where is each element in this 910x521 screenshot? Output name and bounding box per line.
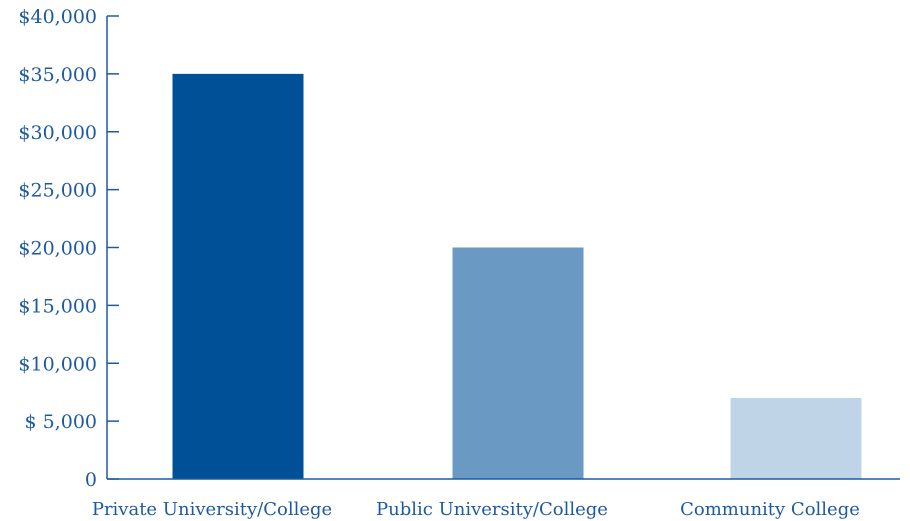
y-tick-label: $35,000 bbox=[18, 64, 97, 86]
y-tick-label: $20,000 bbox=[18, 238, 97, 260]
x-category-label: Private University/College bbox=[92, 499, 332, 520]
bar-2 bbox=[452, 247, 584, 479]
y-tick-label: $ 5,000 bbox=[24, 411, 97, 433]
y-tick-label: $10,000 bbox=[18, 353, 97, 375]
x-axis: Private University/College Public Univers… bbox=[92, 478, 900, 520]
y-tick-label: $15,000 bbox=[18, 295, 97, 317]
y-tick-label: 0 bbox=[85, 469, 97, 491]
x-category-label: Public University/College bbox=[376, 499, 608, 520]
bar-3 bbox=[730, 397, 862, 479]
y-tick-label: $30,000 bbox=[18, 122, 97, 144]
bar-1 bbox=[172, 73, 304, 479]
x-category-label: Community College bbox=[680, 499, 860, 520]
y-tick-label: $40,000 bbox=[18, 6, 97, 28]
bars bbox=[172, 73, 862, 479]
y-tick-label: $25,000 bbox=[18, 180, 97, 202]
y-axis: 0 $ 5,000 $10,000 $15,000 $20,000 $25,000 $30,… bbox=[18, 6, 119, 491]
